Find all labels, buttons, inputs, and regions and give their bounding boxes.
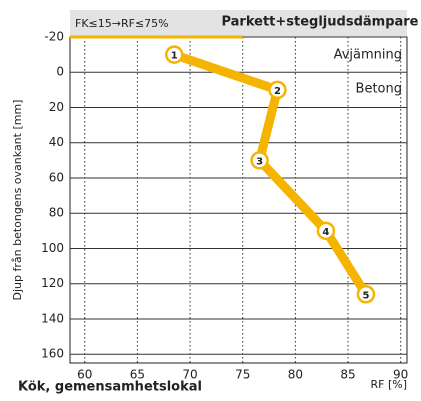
data-point — [316, 221, 336, 241]
y-tick-label: 60 — [49, 170, 64, 184]
y-tick-label: -20 — [44, 30, 64, 44]
x-axis-label: RF [%] — [370, 378, 407, 391]
y-tick-label: 100 — [41, 241, 64, 255]
x-tick-label: 75 — [235, 368, 250, 382]
y-tick-label: 0 — [56, 65, 64, 79]
x-tick-label: 60 — [77, 368, 92, 382]
data-point — [250, 151, 269, 170]
x-tick-label: 65 — [130, 368, 145, 382]
point-label: 5 — [362, 290, 369, 301]
layer-label: Betong — [356, 82, 402, 97]
data-point — [268, 80, 287, 100]
data-point — [356, 285, 376, 304]
y-tick-label: 120 — [41, 276, 64, 290]
y-tick-label: 20 — [49, 100, 64, 114]
y-axis-label: Djup från betongens ovankant [mm] — [11, 100, 24, 301]
layer-label: Avjämning — [334, 48, 402, 63]
header: Parkett+stegljudsdämpare — [221, 15, 418, 30]
y-tick-label: 140 — [41, 311, 64, 325]
header-band — [70, 10, 407, 37]
x-tick-label: 80 — [288, 368, 303, 382]
x-tick-label: 85 — [340, 368, 355, 382]
y-tick-label: 80 — [49, 206, 64, 220]
y-tick-label: 160 — [41, 347, 64, 361]
point-label: 3 — [256, 156, 263, 167]
data-point — [165, 45, 184, 64]
x-tick-label: 70 — [182, 368, 197, 382]
x-tick-label: 90 — [393, 368, 408, 382]
threshold-label: FK≤15→RF≤75% — [75, 17, 169, 30]
point-label: 2 — [274, 86, 281, 97]
point-label: 4 — [322, 227, 329, 238]
chart-title: Kök, gemensamhetslokal — [18, 380, 202, 395]
y-tick-label: 40 — [49, 135, 64, 149]
point-label: 1 — [171, 51, 178, 62]
